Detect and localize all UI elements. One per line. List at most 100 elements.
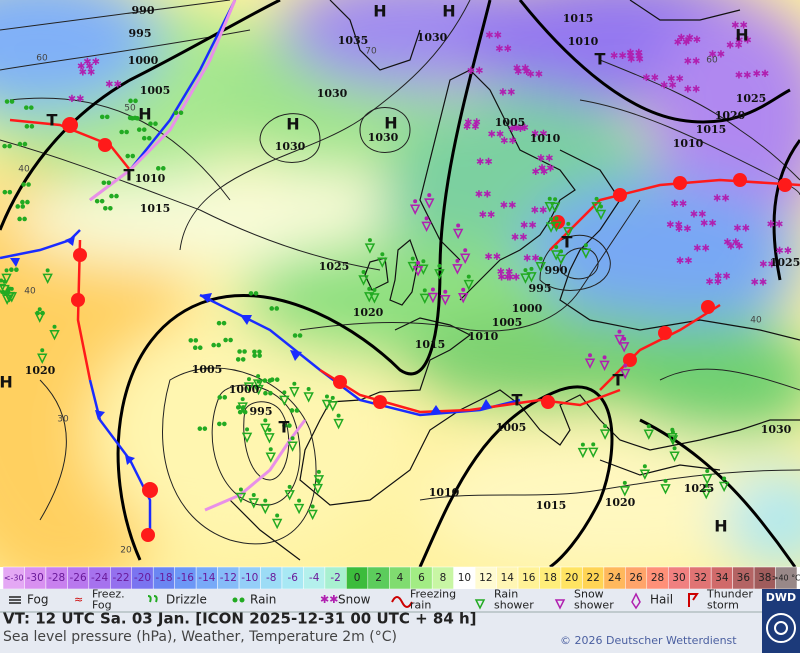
isobar-label: 1010	[530, 132, 561, 145]
isobar-label: 1025	[770, 256, 800, 269]
color-label: -30	[27, 572, 44, 584]
legend-label: rain	[410, 599, 431, 612]
shower-symbol	[580, 442, 585, 447]
low-center: T	[279, 418, 290, 437]
color-label: 28	[651, 572, 664, 584]
rain-symbol	[7, 189, 13, 195]
rain-symbol	[178, 110, 184, 115]
shower-symbol	[316, 469, 321, 474]
shower-symbol	[702, 474, 713, 485]
rain-symbol	[148, 121, 153, 126]
legend-label: storm	[707, 599, 739, 612]
rain-symbol	[289, 408, 295, 413]
color-label: 2	[375, 572, 382, 584]
isobar-label: 1015	[140, 202, 171, 215]
snow-symbol: ✱✱	[708, 50, 725, 61]
shower-symbol	[330, 395, 335, 400]
snow-symbol: ✱✱	[759, 259, 776, 270]
rain-symbol	[130, 153, 136, 159]
rain-symbol	[125, 153, 131, 159]
shower-symbol	[240, 397, 245, 402]
color-label: -20	[134, 572, 151, 584]
color-label: -22	[112, 572, 129, 584]
shower-symbol	[49, 329, 60, 341]
snow-symbol: ✱✱	[753, 69, 770, 80]
color-label: 8	[440, 572, 447, 584]
snow-symbol: ✱✱	[512, 123, 529, 134]
snow-symbol: ✱✱	[714, 271, 731, 282]
isobars	[0, 0, 800, 567]
shower-symbol	[246, 377, 251, 382]
shower-symbol	[623, 363, 628, 368]
shower-symbol	[421, 259, 426, 264]
legend-icon: ✱✱	[320, 593, 338, 606]
shower-symbol	[663, 478, 668, 483]
legend-icon	[688, 593, 699, 607]
shower-symbol	[307, 509, 318, 521]
rain-symbol	[24, 124, 30, 129]
rain-symbol	[9, 267, 14, 272]
shower-symbol	[643, 429, 654, 440]
snow-symbol: ✱✱	[775, 246, 792, 257]
high-center: H	[735, 26, 748, 45]
isobar-label: 1030	[761, 423, 792, 436]
shower-symbol	[235, 492, 247, 504]
isobar-label: 1015	[696, 123, 727, 136]
isobar-label: 1010	[673, 137, 704, 150]
rain-symbol	[2, 143, 7, 149]
shower-symbol	[372, 287, 377, 292]
rain-symbol	[22, 141, 28, 147]
shower-symbol	[45, 268, 50, 273]
snow-symbol: ✱✱	[79, 67, 96, 78]
temperature-label: 70	[365, 47, 377, 57]
shower-symbol	[555, 254, 567, 266]
shower-symbol	[241, 432, 253, 444]
isobar-label: 1010	[468, 330, 499, 343]
snow-symbol: ✱✱	[531, 205, 548, 216]
snow-symbol: ✱✱	[105, 80, 122, 91]
shower-symbol	[419, 293, 431, 305]
rain-symbol	[269, 377, 275, 382]
snow-symbol: ✱✱	[83, 57, 100, 68]
isobar-label: 995	[129, 27, 152, 40]
isobar-label: 1030	[417, 31, 448, 44]
rain-symbol	[9, 99, 15, 104]
snow-symbol: ✱✱	[626, 48, 643, 59]
shower-symbol	[427, 292, 439, 304]
rain-symbol	[242, 349, 247, 354]
temperature-label: 40	[18, 165, 30, 175]
shower-symbol	[409, 204, 421, 215]
rain-symbol	[133, 98, 138, 104]
shower-symbol	[260, 503, 271, 515]
temperature-label: 40	[24, 287, 36, 297]
shower-symbol	[434, 269, 445, 280]
shower-symbol	[248, 498, 259, 509]
shower-symbol	[293, 503, 305, 515]
color-label: -10	[241, 572, 258, 584]
isobar-label: 1005	[192, 363, 223, 376]
low-center: T	[47, 111, 58, 130]
rain-symbol	[20, 204, 26, 209]
snow-symbol: ✱✱	[690, 209, 707, 220]
color-label: -4	[309, 572, 320, 584]
shower-symbol	[290, 436, 295, 441]
isobar-label: 1010	[429, 486, 460, 499]
snow-symbol: ✱✱	[68, 94, 85, 105]
rain-symbol	[217, 421, 222, 427]
shower-symbol	[324, 394, 329, 399]
snow-symbol: ✱✱	[627, 51, 644, 62]
snow-symbol: ✱✱	[666, 220, 683, 231]
isobar-label: 1000	[229, 383, 260, 396]
isobar-label: 995	[250, 405, 273, 418]
rain-symbol	[119, 129, 124, 135]
rain-symbol	[228, 337, 233, 343]
rain-symbol	[103, 205, 108, 211]
snow-symbol: ✱✱	[538, 164, 555, 175]
shower-symbol	[279, 395, 290, 407]
snow-symbol: ✱✱	[667, 74, 684, 85]
shower-symbol	[457, 293, 469, 304]
shower-symbol	[619, 486, 631, 497]
rain-symbol	[297, 333, 303, 338]
shower-symbol	[7, 286, 12, 291]
rain-symbol	[14, 267, 19, 272]
